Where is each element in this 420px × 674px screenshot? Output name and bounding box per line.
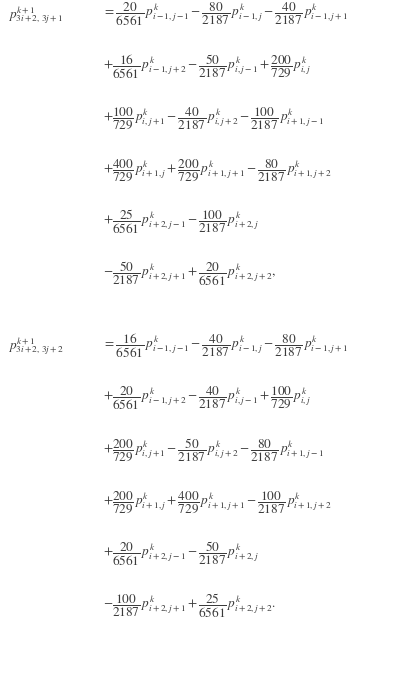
Text: $+ \dfrac{400}{729}\,p^{k}_{i+1,j} + \dfrac{200}{729}\,p^{k}_{i+1,j+1} - \dfrac{: $+ \dfrac{400}{729}\,p^{k}_{i+1,j} + \df…: [103, 158, 331, 183]
Text: $+ \dfrac{20}{6561}\,p^{k}_{i-1,j+2} - \dfrac{40}{2187}\,p^{k}_{i,j-1} + \dfrac{: $+ \dfrac{20}{6561}\,p^{k}_{i-1,j+2} - \…: [103, 385, 311, 412]
Text: $p^{k+1}_{3i+2,\,3j+1}$: $p^{k+1}_{3i+2,\,3j+1}$: [8, 4, 64, 26]
Text: $- \dfrac{50}{2187}\,p^{k}_{i+2,j+1} + \dfrac{20}{6561}\,p^{k}_{i+2,j+2},$: $- \dfrac{50}{2187}\,p^{k}_{i+2,j+1} + \…: [103, 260, 276, 288]
Text: $- \dfrac{100}{2187}\,p^{k}_{i+2,j+1} + \dfrac{25}{6561}\,p^{k}_{i+2,j+2}.$: $- \dfrac{100}{2187}\,p^{k}_{i+2,j+1} + …: [103, 592, 276, 620]
Text: $+ \dfrac{200}{729}\,p^{k}_{i,j+1} - \dfrac{50}{2187}\,p^{k}_{i,j+2} - \dfrac{80: $+ \dfrac{200}{729}\,p^{k}_{i,j+1} - \df…: [103, 437, 324, 464]
Text: $+ \dfrac{200}{729}\,p^{k}_{i+1,j} + \dfrac{400}{729}\,p^{k}_{i+1,j+1} - \dfrac{: $+ \dfrac{200}{729}\,p^{k}_{i+1,j} + \df…: [103, 489, 331, 515]
Text: $= \dfrac{20}{6561}\,p^{k}_{i-1,j-1} - \dfrac{80}{2187}\,p^{k}_{i-1,j} - \dfrac{: $= \dfrac{20}{6561}\,p^{k}_{i-1,j-1} - \…: [103, 1, 348, 28]
Text: $+ \dfrac{20}{6561}\,p^{k}_{i+2,j-1} - \dfrac{50}{2187}\,p^{k}_{i+2,j}$: $+ \dfrac{20}{6561}\,p^{k}_{i+2,j-1} - \…: [103, 540, 259, 568]
Text: $= \dfrac{16}{6561}\,p^{k}_{i-1,j-1} - \dfrac{40}{2187}\,p^{k}_{i-1,j} - \dfrac{: $= \dfrac{16}{6561}\,p^{k}_{i-1,j-1} - \…: [103, 332, 348, 361]
Text: $+ \dfrac{25}{6561}\,p^{k}_{i+2,j-1} - \dfrac{100}{2187}\,p^{k}_{i+2,j}$: $+ \dfrac{25}{6561}\,p^{k}_{i+2,j-1} - \…: [103, 208, 259, 237]
Text: $+ \dfrac{16}{6561}\,p^{k}_{i-1,j+2} - \dfrac{50}{2187}\,p^{k}_{i,j-1} + \dfrac{: $+ \dfrac{16}{6561}\,p^{k}_{i-1,j+2} - \…: [103, 53, 311, 81]
Text: $p^{k+1}_{3i+2,\,3j+2}$: $p^{k+1}_{3i+2,\,3j+2}$: [8, 336, 64, 357]
Text: $+ \dfrac{100}{729}\,p^{k}_{i,j+1} - \dfrac{40}{2187}\,p^{k}_{i,j+2} - \dfrac{10: $+ \dfrac{100}{729}\,p^{k}_{i,j+1} - \df…: [103, 106, 324, 131]
